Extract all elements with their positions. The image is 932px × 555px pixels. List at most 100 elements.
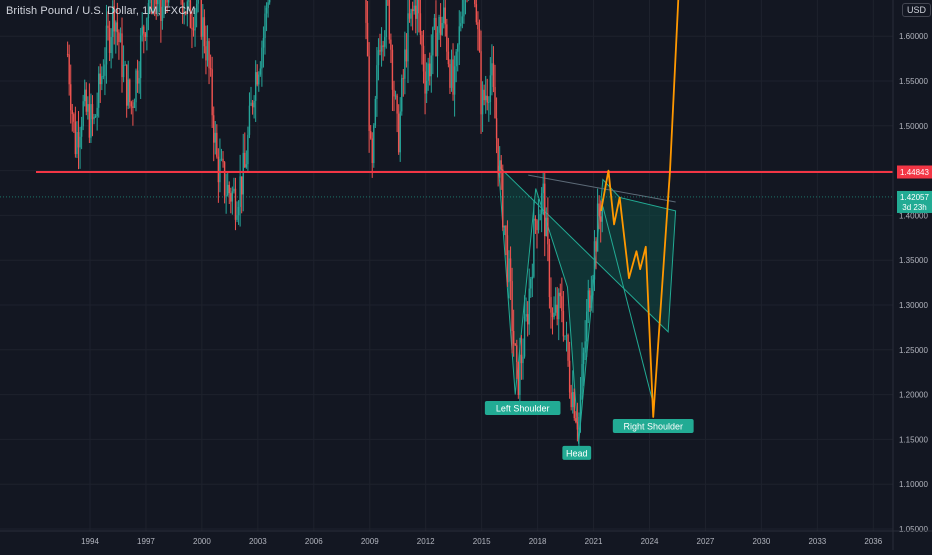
time-tick-label: 2012 [417,537,435,546]
candle-body [160,0,162,21]
candle-body [133,102,136,109]
candle-body [430,55,432,77]
candle-body [385,0,387,38]
candle-body [427,63,429,81]
candle-body [578,416,580,430]
candle-body [458,26,460,45]
candle-body [239,176,241,207]
candle-body [477,22,479,30]
candle-body [84,89,86,102]
price-tick-label: 1.50000 [899,122,928,131]
candle-body [163,0,165,7]
candle-body [99,73,101,85]
candle-body [522,356,524,364]
candle-body [244,152,246,168]
candle-body [211,69,213,116]
candle-body [96,107,98,117]
candle-body [383,37,386,47]
current-price-badge [897,190,932,213]
candle-body [576,421,579,430]
price-tick-label: 1.15000 [899,435,928,444]
candle-body [506,235,509,283]
current-price-label: 1.42057 [900,193,929,202]
candle-body [236,215,238,220]
candle-body [251,102,254,108]
candle-body [517,361,520,395]
candle-body [191,27,193,30]
candle-body [551,312,554,318]
candle-body [547,217,549,245]
candle-body [516,345,518,362]
candle-body [559,292,561,297]
candle-body [220,158,223,160]
candle-body [110,37,112,54]
annotation-text: Head [566,448,588,458]
candle-body [537,220,540,231]
candle-body [586,311,588,342]
candle-body [205,46,207,61]
candle-body [214,132,216,143]
candle-body [111,6,114,38]
time-tick-label: 1997 [137,537,155,546]
candle-body [601,201,603,222]
time-tick-label: 2006 [305,537,323,546]
candle-body [382,45,384,47]
candle-body [438,16,440,33]
candle-body [136,70,139,84]
candle-body [418,0,420,14]
candle-body [447,51,450,65]
candle-body [565,335,568,336]
candle-body [374,98,377,126]
time-axis[interactable]: 1994 1997 2000 2003 2006 2009 2012 2015 2018 2021… [0,530,932,546]
candle-body [494,86,496,119]
candle-body [523,316,526,357]
candle-body [478,29,481,52]
candle-body [230,193,232,202]
candle-body [380,45,383,52]
candle-body [186,1,188,14]
annotation-box [612,418,694,433]
pattern-neckline [528,174,676,203]
currency-badge[interactable]: USD [902,3,932,17]
candle-body [480,51,482,115]
price-tick-label: 1.05000 [899,525,928,534]
candle-body [390,39,392,50]
candle-body [449,64,451,88]
drawing-overlays [0,0,893,418]
candle-body [540,193,543,215]
candle-body [101,76,103,85]
candle-body [397,113,400,153]
candle-body [511,281,513,332]
time-tick-label: 2009 [361,537,379,546]
candle-body [463,0,465,17]
candle-body [259,68,262,75]
candle-body [258,74,260,85]
candle-body [542,183,544,194]
candle-body [77,132,80,148]
annotation-box [562,445,592,460]
candle-body [223,162,226,196]
time-tick-label: 2030 [753,537,771,546]
candle-body [250,102,252,106]
candle-body [525,314,527,317]
candle-body [376,65,378,99]
candle-body [161,6,164,21]
candle-body [202,17,204,37]
annotation-text: Left Shoulder [496,404,550,414]
candle-body [598,203,600,217]
candle-body [253,100,255,108]
candle-body [512,331,515,344]
candle-body [461,16,464,24]
candle-body [550,297,552,313]
candle-series [66,0,603,451]
price-axis[interactable]: 1.600001.550001.500001.450001.400001.350… [892,0,932,550]
candle-body [503,225,506,228]
candle-body [268,0,271,3]
candle-body [533,218,535,277]
candle-body [90,104,92,138]
candle-body [584,341,586,353]
annotation-box [484,401,561,416]
candle-body [489,75,492,102]
